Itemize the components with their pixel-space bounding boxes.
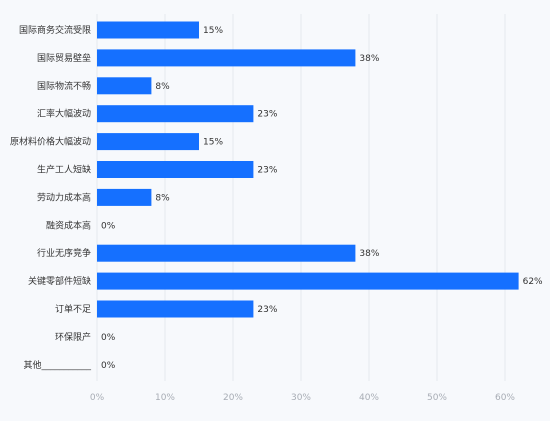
bar [97, 300, 254, 318]
gridlines [96, 14, 506, 381]
x-tick-label: 60% [495, 393, 515, 403]
x-tick-label: 10% [155, 393, 175, 403]
value-labels: 15% 38% 8% 23% 15% 23% 8% 0% 38% 62% 23% 0% 0% [101, 26, 543, 371]
x-tick-label: 30% [291, 393, 311, 403]
category-label: 融资成本高 [46, 219, 91, 231]
data-label: 38% [359, 54, 379, 64]
bar [97, 21, 199, 39]
bar [97, 105, 254, 123]
category-label: 订单不足 [55, 303, 91, 315]
bar [97, 133, 199, 151]
bar [97, 77, 152, 95]
category-label: 其他___________ [23, 359, 91, 371]
category-label: 国际物流不畅 [37, 80, 91, 92]
data-label: 38% [359, 249, 379, 259]
category-label: 关键零部件短缺 [28, 275, 91, 287]
x-tick-label: 0% [90, 393, 105, 403]
category-label: 国际商务交流受限 [19, 24, 91, 36]
x-tick-label: 40% [359, 393, 379, 403]
x-axis-ticks: 0% 10% 20% 30% 40% 50% 60% [90, 393, 516, 403]
bar [97, 272, 519, 290]
data-label: 8% [155, 193, 170, 203]
data-label: 0% [101, 333, 116, 343]
bar [97, 244, 356, 262]
data-label: 62% [523, 277, 543, 287]
category-label: 国际贸易壁垒 [37, 52, 91, 64]
data-label: 23% [257, 166, 277, 176]
category-label: 环保限产 [55, 331, 91, 343]
data-label: 15% [203, 26, 223, 36]
data-label: 15% [203, 138, 223, 148]
data-label: 23% [257, 305, 277, 315]
data-label: 8% [155, 82, 170, 92]
category-labels: 国际商务交流受限国际贸易壁垒国际物流不畅汇率大幅波动原材料价格大幅波动生产工人短… [10, 24, 92, 371]
data-label: 0% [101, 221, 116, 231]
bar [97, 49, 356, 67]
category-label: 原材料价格大幅波动 [10, 136, 91, 148]
x-tick-label: 20% [223, 393, 243, 403]
category-label: 劳动力成本高 [37, 191, 91, 203]
data-label: 0% [101, 361, 116, 371]
data-label: 23% [257, 110, 277, 120]
bar [97, 188, 152, 206]
x-tick-label: 50% [427, 393, 447, 403]
category-label: 生产工人短缺 [37, 164, 91, 176]
category-label: 汇率大幅波动 [37, 108, 91, 120]
bar [97, 161, 254, 178]
category-label: 行业无序竞争 [37, 247, 91, 259]
bars [97, 21, 519, 318]
